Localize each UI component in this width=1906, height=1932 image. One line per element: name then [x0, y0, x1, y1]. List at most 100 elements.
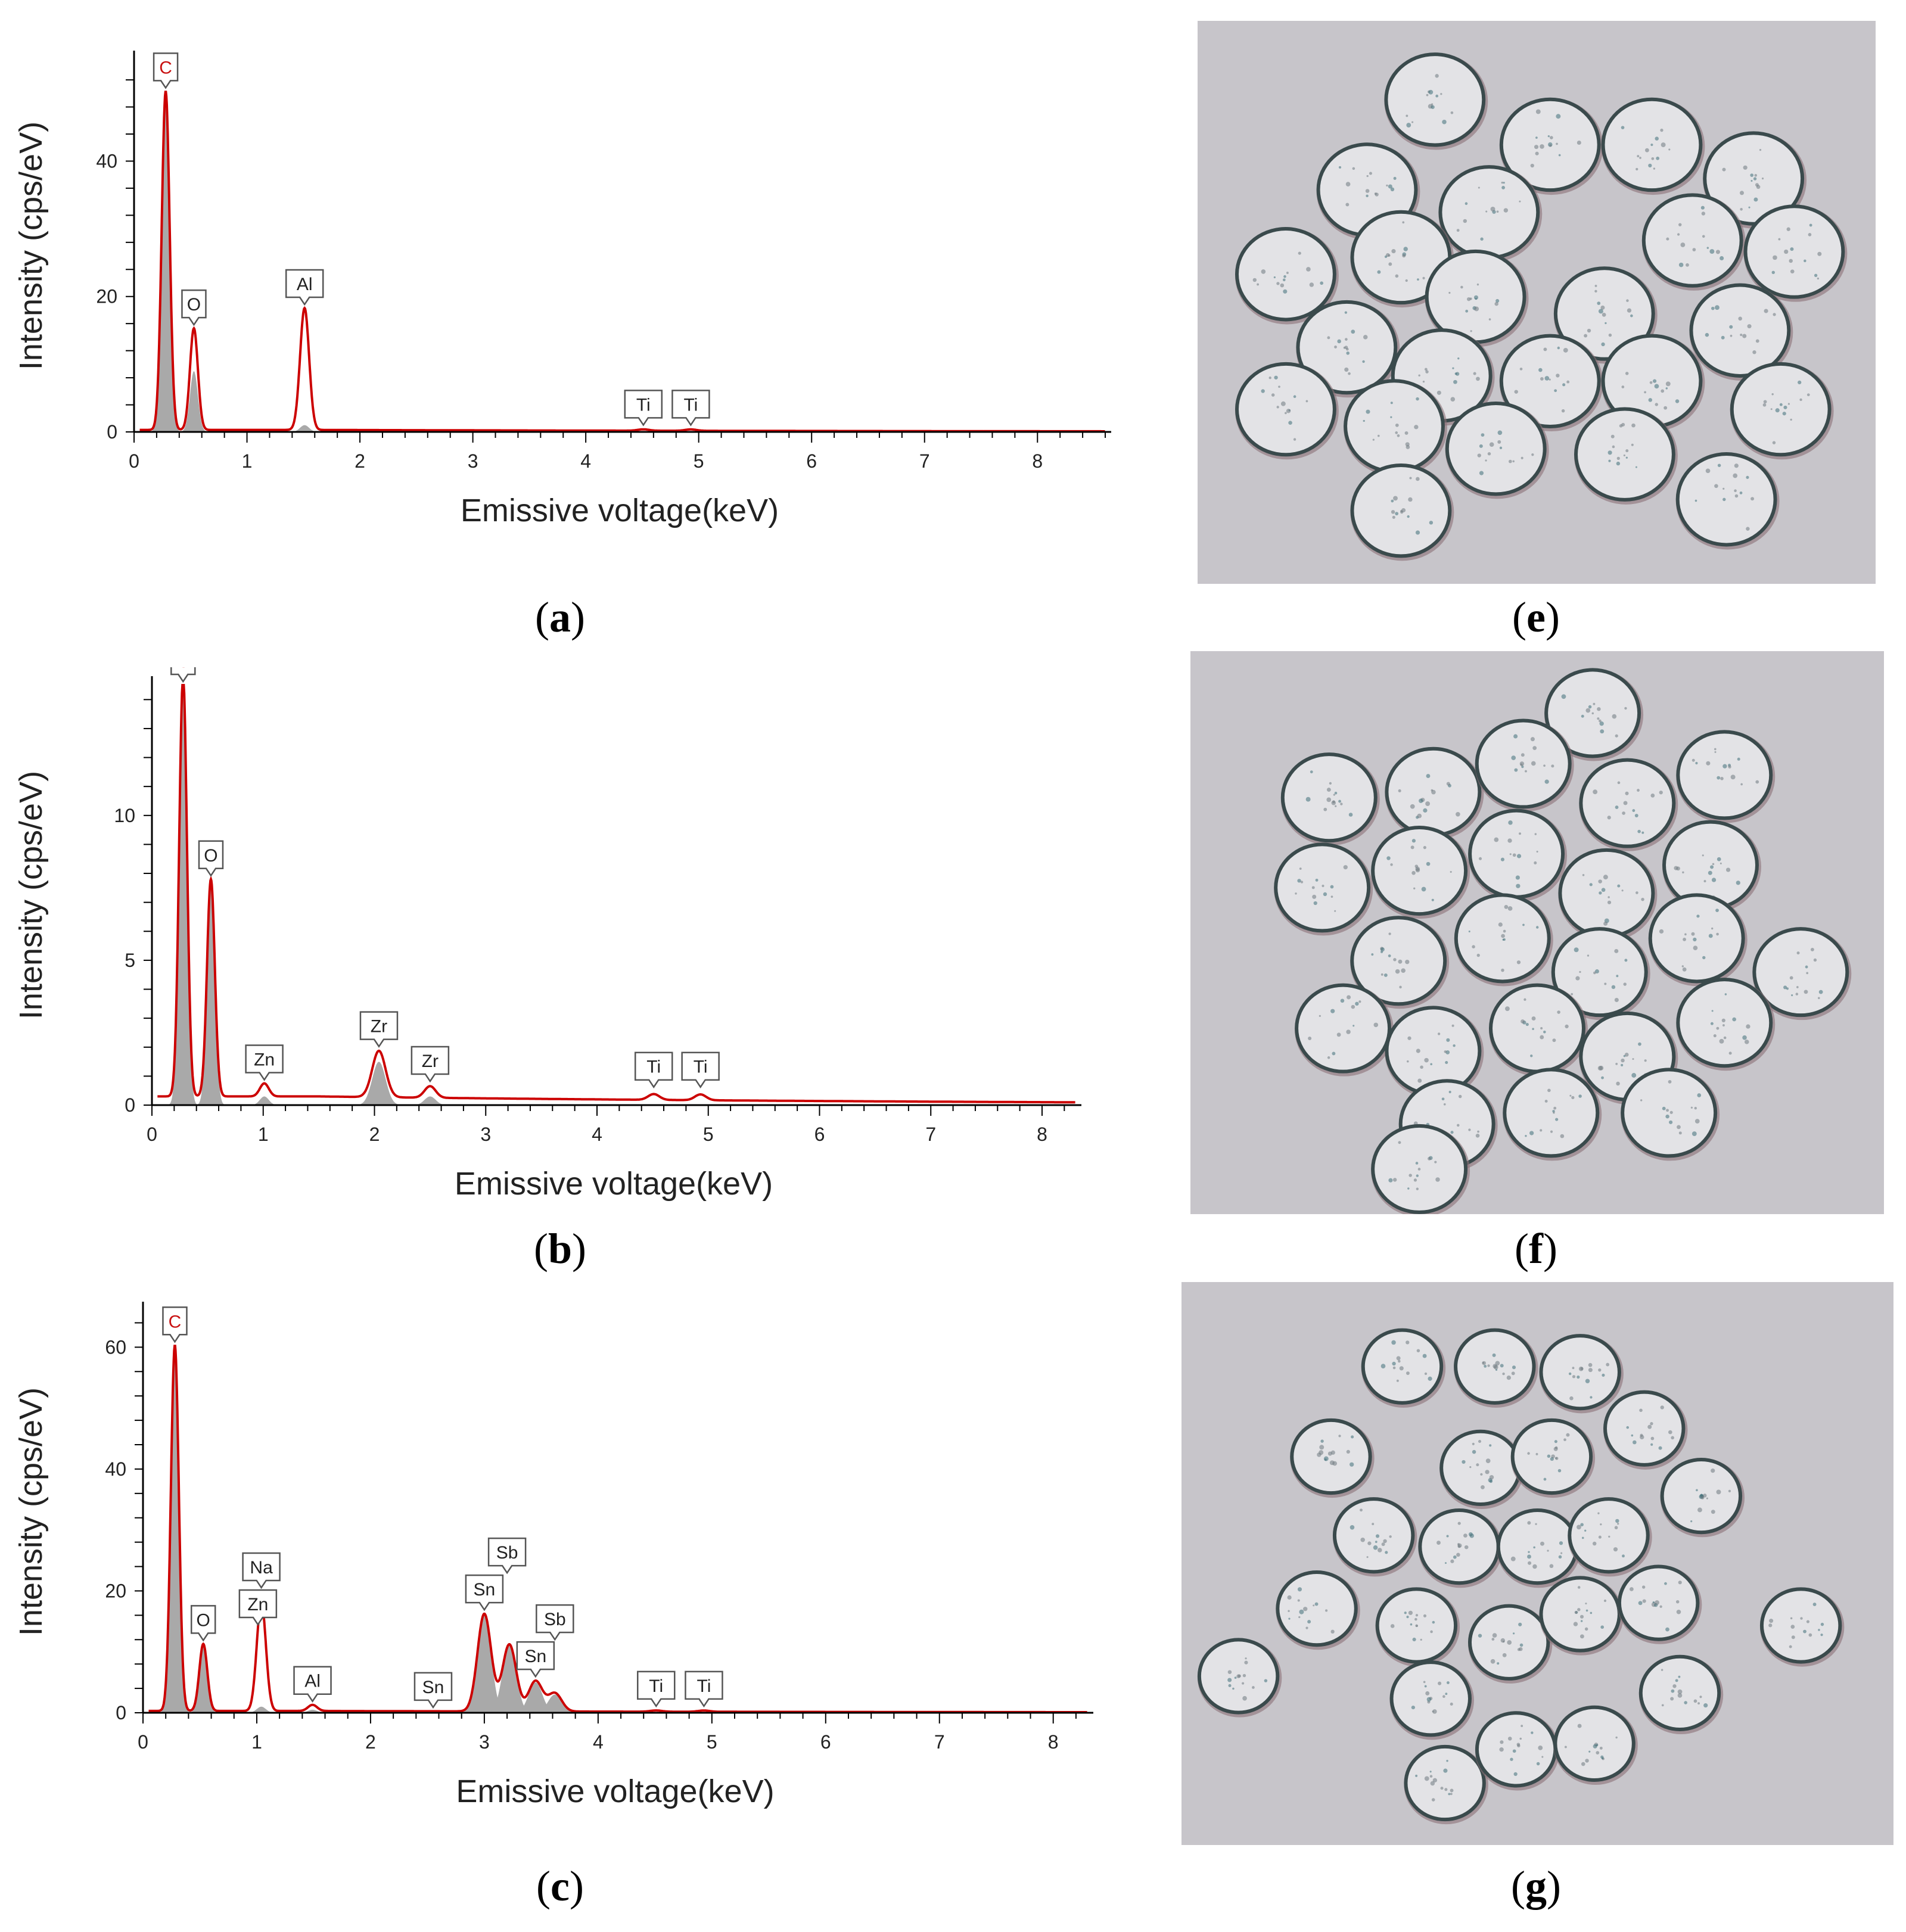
microcapsule	[1676, 730, 1776, 823]
y-tick-label: 20	[105, 1580, 126, 1601]
microcapsule	[1290, 1418, 1375, 1498]
panel-label-f: (f)	[1515, 1225, 1557, 1273]
microcapsule	[1703, 131, 1807, 229]
microcapsule	[1404, 1744, 1488, 1825]
microcapsule	[1601, 97, 1705, 195]
element-marker-Sn: Sn	[413, 1672, 453, 1709]
panel-label-a: (a)	[535, 593, 585, 641]
element-marker-Sn: Sn	[516, 1641, 555, 1678]
spectrum-line-a	[139, 91, 1105, 433]
microcapsule	[1276, 1570, 1360, 1650]
microcapsule	[1389, 1660, 1474, 1740]
peak-fill-c-5	[482, 1645, 537, 1713]
microcapsule	[1510, 1418, 1596, 1498]
x-tick-label: 0	[147, 1124, 157, 1145]
x-tick-label: 1	[242, 450, 253, 472]
element-marker-Ti: Ti	[624, 390, 663, 427]
spectrum-line-c	[148, 1345, 1087, 1713]
peak-fill-b-1	[195, 888, 227, 1105]
microcapsule	[1675, 452, 1780, 550]
element-marker-Ti: Ti	[671, 390, 710, 427]
microcapsule	[1496, 1508, 1581, 1588]
spectrum-chart-b: 0 1 2 3 4 5 6 7 8 0 5 10 Emissive voltage(keV) Intens…	[13, 667, 1081, 1202]
x-axis-label: Emissive voltage(keV)	[456, 1774, 774, 1809]
element-marker-C: C	[153, 52, 179, 89]
x-tick-label: 8	[1032, 450, 1043, 472]
microcapsule	[1454, 893, 1553, 987]
x-tick-label: 7	[919, 450, 930, 472]
svg-text:Ti: Ti	[636, 395, 651, 415]
peak-fill-c-4	[457, 1615, 512, 1713]
y-tick-label: 40	[96, 150, 117, 172]
svg-text:Sn: Sn	[474, 1580, 496, 1600]
element-marker-Ti: Ti	[685, 1670, 723, 1708]
x-tick-label: 8	[1037, 1124, 1047, 1145]
microcapsule	[1197, 1638, 1282, 1718]
y-tick-label: 60	[105, 1336, 126, 1358]
microcapsule	[1574, 407, 1678, 505]
microcapsule	[1384, 52, 1488, 150]
x-tick-label: 6	[820, 1731, 831, 1753]
element-marker-Zn: Zn	[238, 1589, 278, 1626]
element-marker-C: C	[170, 667, 196, 683]
microcapsule	[1350, 463, 1454, 561]
y-tick-label: 0	[116, 1702, 126, 1723]
svg-text:Sn: Sn	[524, 1647, 546, 1666]
element-marker-O: O	[190, 1605, 216, 1642]
peak-fill-c-1	[187, 1645, 219, 1713]
spectrum-chart-c: 0 1 2 3 4 5 6 7 8 0 20 40 60 Emissive voltage(keV) Int…	[13, 1302, 1093, 1809]
svg-text:Ti: Ti	[694, 1057, 708, 1077]
element-marker-Ti: Ti	[681, 1051, 720, 1088]
microcapsule	[1489, 983, 1588, 1077]
panel-label-c: (c)	[536, 1862, 584, 1910]
microcapsule	[1454, 1328, 1538, 1408]
panel-label-e: (e)	[1512, 593, 1560, 641]
peak-fill-a-2	[286, 425, 323, 432]
svg-text:Zr: Zr	[422, 1051, 439, 1071]
x-tick-label: 1	[251, 1731, 262, 1753]
x-tick-label: 5	[707, 1731, 717, 1753]
microcapsule	[1371, 826, 1470, 919]
y-tick-label: 10	[114, 805, 135, 826]
microcapsule	[1344, 379, 1447, 477]
microcapsule	[1752, 927, 1852, 1021]
svg-text:C: C	[169, 1312, 182, 1331]
peak-fill-b-2	[246, 1096, 282, 1105]
element-marker-C: C	[162, 1306, 188, 1343]
microcapsule	[1503, 1068, 1602, 1161]
peak-fill-b-4	[408, 1096, 453, 1105]
microcapsule	[1730, 362, 1834, 460]
element-marker-Al: Al	[285, 269, 324, 306]
svg-text:Sb: Sb	[496, 1543, 518, 1563]
element-marker-Ti: Ti	[637, 1670, 676, 1708]
microcapsule	[1641, 193, 1746, 291]
element-marker-Na: Na	[242, 1552, 281, 1589]
microcapsule	[1603, 1390, 1688, 1470]
microcapsule	[1617, 1564, 1702, 1644]
x-tick-label: 4	[580, 450, 591, 472]
panel-label-b: (b)	[533, 1225, 587, 1273]
y-tick-label: 5	[125, 950, 135, 971]
x-tick-label: 2	[355, 450, 365, 472]
x-axis-label: Emissive voltage(keV)	[461, 493, 779, 528]
svg-text:Zr: Zr	[371, 1017, 387, 1037]
microcapsule	[1638, 1654, 1724, 1734]
element-marker-Zn: Zn	[245, 1044, 284, 1081]
svg-text:Al: Al	[304, 1672, 321, 1691]
microcapsule	[1660, 1457, 1745, 1538]
microcapsule	[1467, 1604, 1553, 1684]
microcapsule	[1558, 848, 1658, 941]
microcapsule	[1418, 1508, 1503, 1588]
microcapsule	[1475, 1711, 1560, 1791]
microcapsule	[1759, 1587, 1845, 1667]
micrograph-f	[1190, 651, 1884, 1214]
microcapsule	[1235, 227, 1339, 325]
microcapsule	[1438, 165, 1543, 263]
x-tick-label: 4	[593, 1731, 604, 1753]
microcapsule	[1445, 401, 1549, 499]
y-axis-label: Intensity (cps/eV)	[13, 122, 49, 370]
microcapsule	[1296, 300, 1400, 398]
x-tick-label: 1	[258, 1124, 269, 1145]
x-tick-label: 6	[814, 1124, 825, 1145]
peak-fill-c-0	[158, 1347, 191, 1713]
